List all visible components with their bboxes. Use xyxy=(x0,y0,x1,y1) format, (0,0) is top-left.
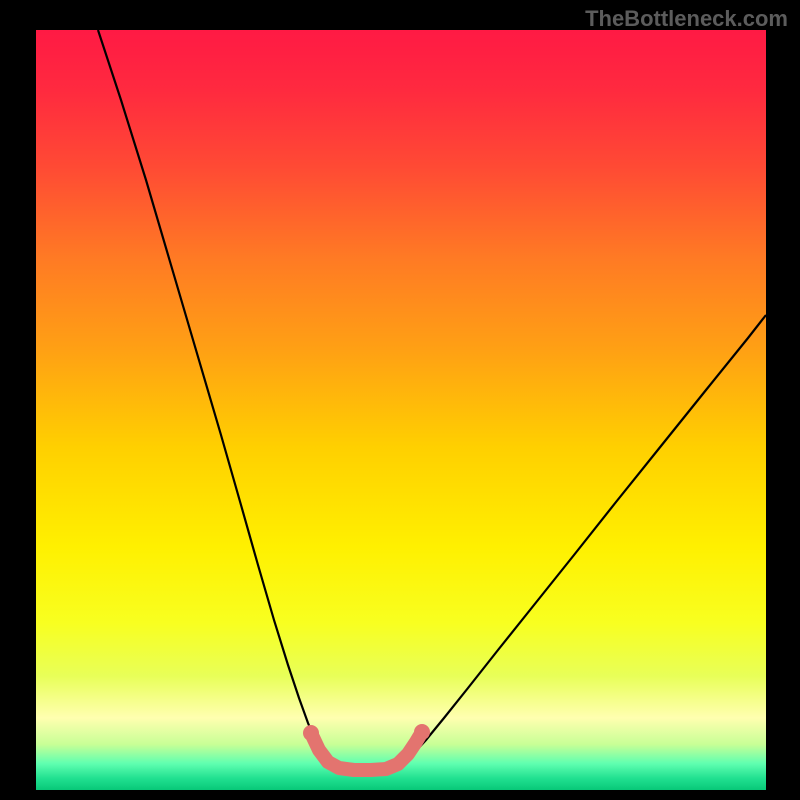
plot-svg xyxy=(36,30,766,790)
plot-area xyxy=(36,30,766,790)
watermark-text: TheBottleneck.com xyxy=(585,6,788,32)
gradient-background xyxy=(36,30,766,790)
chart-container: TheBottleneck.com xyxy=(0,0,800,800)
